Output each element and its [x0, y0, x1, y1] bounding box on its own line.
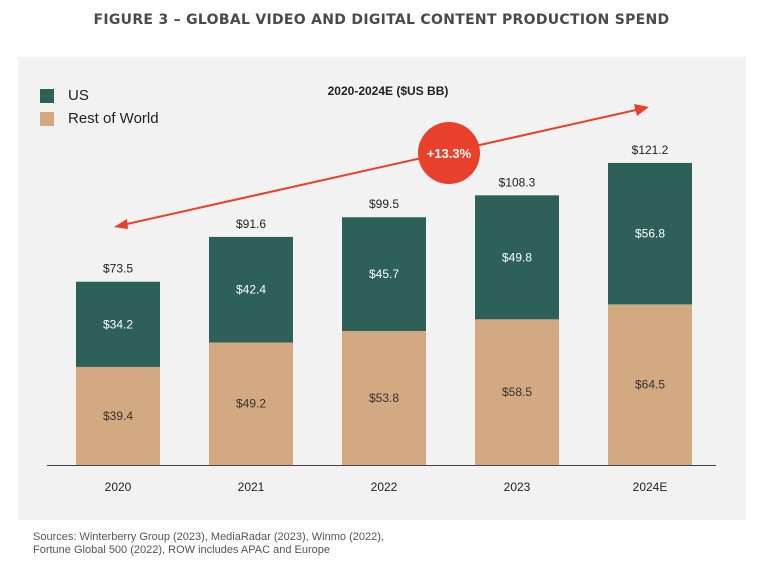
data-label-rest-of-world-2023: $58.5: [502, 385, 532, 399]
sources-line-1: Sources: Winterberry Group (2023), Media…: [33, 531, 384, 543]
data-label-rest-of-world-2024E: $64.5: [635, 378, 665, 392]
bar-rest-of-world-2024E: [608, 304, 692, 465]
total-label-2023: $108.3: [499, 175, 536, 189]
total-label-2021: $91.6: [236, 217, 266, 231]
bar-us-2020: [76, 281, 160, 367]
data-label-rest-of-world-2021: $49.2: [236, 397, 266, 411]
chart-title: 2020-2024E ($US BB): [328, 84, 449, 98]
bar-us-2021: [209, 236, 293, 343]
bar-rest-of-world-2020: [76, 366, 160, 465]
bar-rest-of-world-2022: [342, 331, 426, 465]
bar-us-2022: [342, 217, 426, 332]
legend-swatch-us: [40, 88, 54, 103]
x-tick-label-2023: 2023: [504, 480, 531, 494]
data-label-rest-of-world-2020: $39.4: [103, 409, 133, 423]
data-label-us-2021: $42.4: [236, 283, 266, 297]
x-tick-label-2022: 2022: [371, 480, 398, 494]
data-label-us-2023: $49.8: [502, 250, 532, 264]
figure-title: FIGURE 3 – GLOBAL VIDEO AND DIGITAL CONT…: [93, 12, 670, 28]
data-label-rest-of-world-2022: $53.8: [369, 391, 399, 405]
growth-arrow-tail: [114, 219, 128, 229]
total-label-2020: $73.5: [103, 262, 133, 276]
total-label-2022: $99.5: [369, 197, 399, 211]
bar-us-2024E: [608, 162, 692, 305]
data-label-us-2020: $34.2: [103, 317, 133, 331]
sources-note: Sources: Winterberry Group (2023), Media…: [33, 531, 384, 557]
x-tick-label-2020: 2020: [105, 480, 132, 494]
bar-rest-of-world-2023: [475, 319, 559, 465]
growth-arrow-line: [117, 109, 637, 227]
bar-rest-of-world-2021: [209, 342, 293, 465]
legend-label-rest-of-world: Rest of World: [68, 110, 159, 127]
data-label-us-2022: $45.7: [369, 267, 399, 281]
legend-swatch-rest-of-world: [40, 111, 54, 126]
chart-legend: US Rest of World: [40, 84, 159, 130]
x-tick-label-2021: 2021: [238, 480, 265, 494]
sources-line-2: Fortune Global 500 (2022), ROW includes …: [33, 544, 330, 556]
growth-badge: [418, 122, 480, 184]
total-label-2024E: $121.2: [632, 143, 669, 157]
legend-item-rest-of-world: Rest of World: [40, 107, 159, 130]
growth-arrowhead: [634, 104, 649, 116]
bar-us-2023: [475, 195, 559, 320]
growth-badge-label: +13.3%: [427, 146, 472, 161]
data-label-us-2024E: $56.8: [635, 227, 665, 241]
legend-item-us: US: [40, 84, 159, 107]
x-tick-label-2024E: 2024E: [633, 480, 668, 494]
legend-label-us: US: [68, 87, 89, 104]
